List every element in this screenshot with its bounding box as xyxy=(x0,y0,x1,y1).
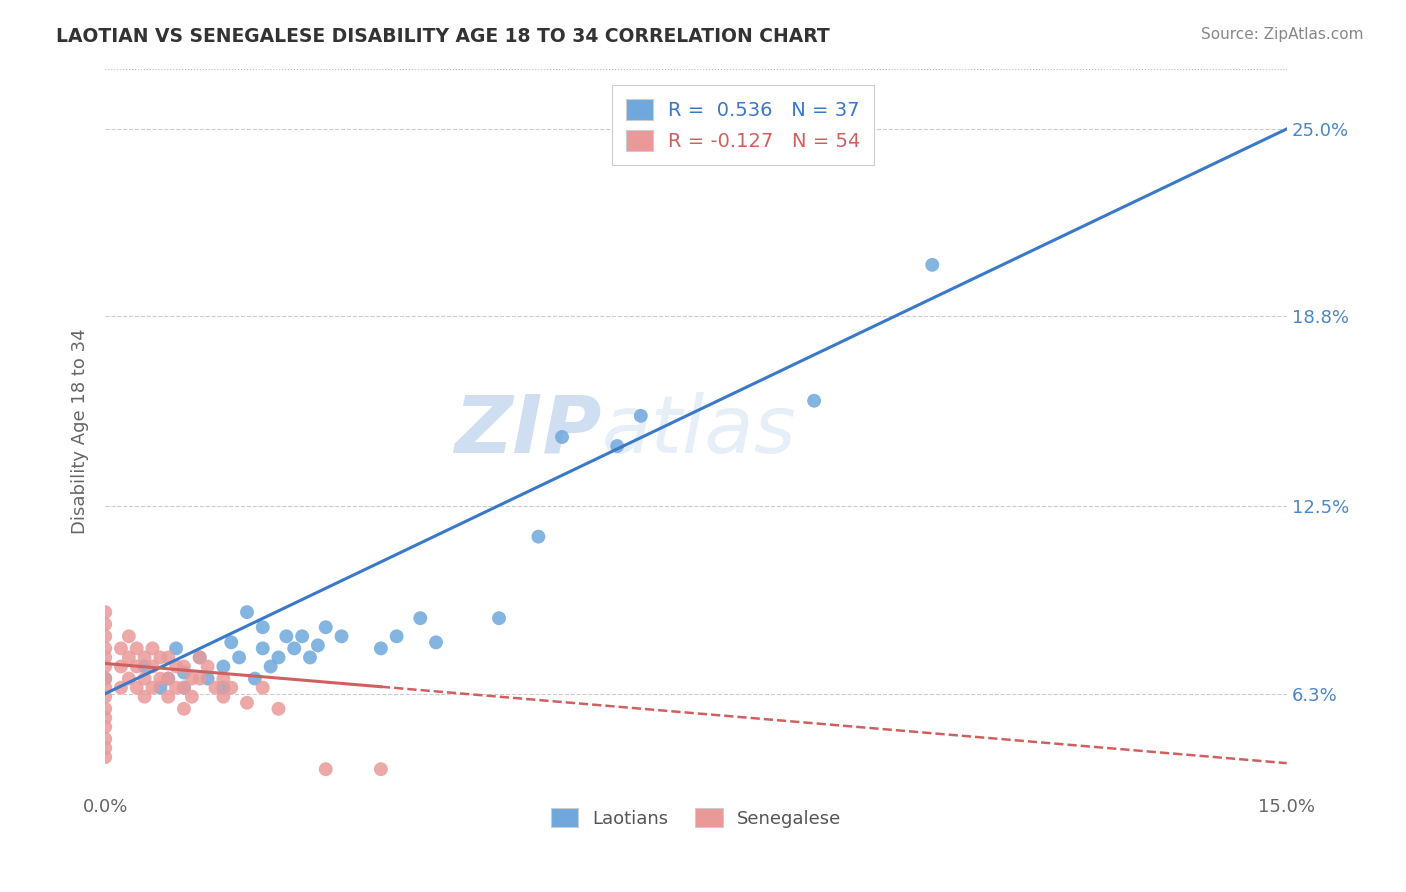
Point xyxy=(188,650,211,665)
Point xyxy=(94,702,117,716)
Point xyxy=(149,650,172,665)
Y-axis label: Disability Age 18 to 34: Disability Age 18 to 34 xyxy=(72,328,89,533)
Point xyxy=(94,750,117,764)
Point xyxy=(921,258,943,272)
Point xyxy=(173,702,195,716)
Point xyxy=(551,430,574,444)
Point xyxy=(188,672,211,686)
Point xyxy=(157,672,180,686)
Point xyxy=(425,635,447,649)
Point xyxy=(204,681,226,695)
Point xyxy=(330,629,353,643)
Point xyxy=(134,690,156,704)
Point xyxy=(94,690,117,704)
Point xyxy=(219,635,242,649)
Point xyxy=(283,641,305,656)
Point xyxy=(134,659,156,673)
Text: atlas: atlas xyxy=(602,392,796,470)
Point xyxy=(803,393,825,408)
Point xyxy=(94,731,117,746)
Point xyxy=(134,650,156,665)
Point xyxy=(94,741,117,756)
Point xyxy=(606,439,628,453)
Point xyxy=(409,611,432,625)
Point xyxy=(125,681,148,695)
Point xyxy=(173,665,195,680)
Point xyxy=(291,629,314,643)
Point xyxy=(252,620,274,634)
Point xyxy=(228,650,250,665)
Point xyxy=(94,617,117,632)
Point xyxy=(157,672,180,686)
Point xyxy=(267,650,290,665)
Point xyxy=(180,690,202,704)
Point xyxy=(180,672,202,686)
Text: LAOTIAN VS SENEGALESE DISABILITY AGE 18 TO 34 CORRELATION CHART: LAOTIAN VS SENEGALESE DISABILITY AGE 18 … xyxy=(56,27,830,45)
Point xyxy=(173,681,195,695)
Point xyxy=(141,659,163,673)
Point xyxy=(173,659,195,673)
Point xyxy=(94,641,117,656)
Point xyxy=(165,659,187,673)
Point xyxy=(94,629,117,643)
Point xyxy=(149,672,172,686)
Text: ZIP: ZIP xyxy=(454,392,602,470)
Point xyxy=(267,702,290,716)
Point xyxy=(165,641,187,656)
Point xyxy=(94,720,117,734)
Point xyxy=(118,672,141,686)
Point xyxy=(94,650,117,665)
Point xyxy=(370,762,392,776)
Point xyxy=(236,605,259,619)
Point xyxy=(94,672,117,686)
Point xyxy=(94,659,117,673)
Point xyxy=(141,641,163,656)
Point xyxy=(141,681,163,695)
Point xyxy=(197,659,219,673)
Point xyxy=(94,681,117,695)
Point xyxy=(197,672,219,686)
Point xyxy=(212,681,235,695)
Legend: Laotians, Senegalese: Laotians, Senegalese xyxy=(544,801,848,835)
Point xyxy=(94,711,117,725)
Point xyxy=(110,681,132,695)
Point xyxy=(315,620,337,634)
Point xyxy=(110,659,132,673)
Point xyxy=(307,639,329,653)
Text: Source: ZipAtlas.com: Source: ZipAtlas.com xyxy=(1201,27,1364,42)
Point xyxy=(370,641,392,656)
Point xyxy=(527,530,550,544)
Point xyxy=(125,641,148,656)
Point xyxy=(488,611,510,625)
Point xyxy=(134,672,156,686)
Point xyxy=(212,672,235,686)
Point xyxy=(165,681,187,695)
Point xyxy=(125,659,148,673)
Point xyxy=(252,681,274,695)
Point xyxy=(157,650,180,665)
Point xyxy=(94,672,117,686)
Point xyxy=(276,629,298,643)
Point xyxy=(173,681,195,695)
Point xyxy=(110,641,132,656)
Point xyxy=(94,605,117,619)
Point xyxy=(259,659,281,673)
Point xyxy=(298,650,321,665)
Point xyxy=(212,690,235,704)
Point xyxy=(118,650,141,665)
Point xyxy=(188,650,211,665)
Point xyxy=(385,629,408,643)
Point xyxy=(630,409,652,423)
Point xyxy=(236,696,259,710)
Point xyxy=(212,659,235,673)
Point xyxy=(243,672,266,686)
Point xyxy=(315,762,337,776)
Point xyxy=(118,629,141,643)
Point xyxy=(149,681,172,695)
Point xyxy=(219,681,242,695)
Point xyxy=(157,690,180,704)
Point xyxy=(252,641,274,656)
